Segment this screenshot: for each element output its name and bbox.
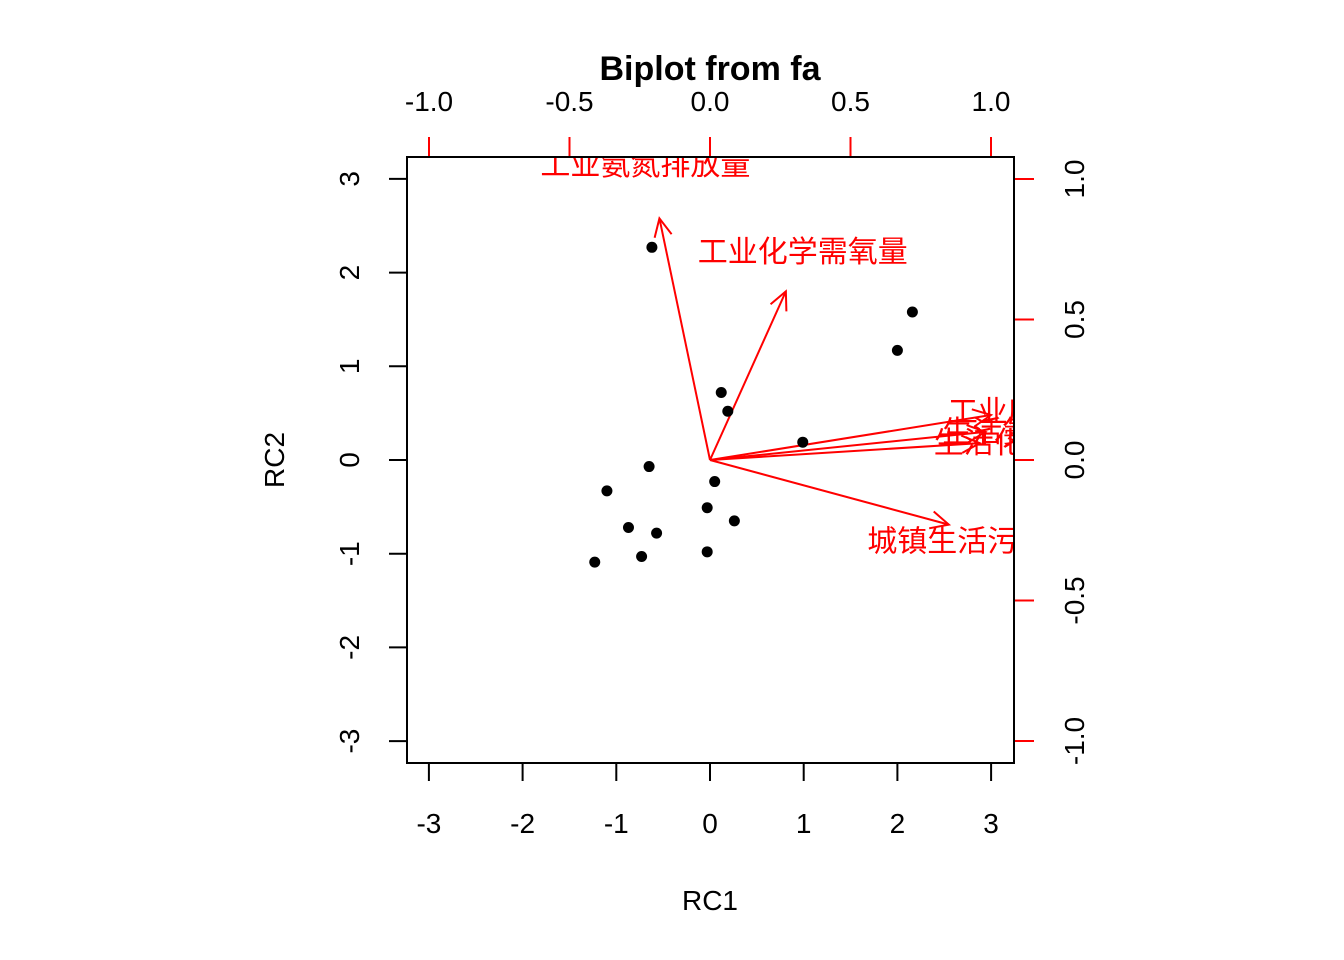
bottom-tick-label: 3	[983, 808, 999, 839]
score-point	[728, 515, 740, 527]
loading-arrow	[709, 414, 992, 461]
left-tick-label: -2	[334, 635, 365, 660]
loading-label: 城镇生活污水排放量	[867, 525, 1137, 558]
loading-arrow	[709, 459, 950, 526]
left-tick-label: -3	[334, 729, 365, 754]
loading-arrowhead	[653, 216, 673, 238]
left-tick-label: 1	[334, 359, 365, 375]
left-tick-label: 0	[334, 452, 365, 468]
bottom-tick-label: 0	[702, 808, 718, 839]
score-point	[643, 461, 655, 473]
score-point	[589, 556, 601, 568]
top-tick-label: -0.5	[545, 86, 593, 117]
left-tick-label: 2	[334, 265, 365, 281]
score-point	[906, 306, 918, 318]
loading-label: 工业废水排放量	[948, 396, 1158, 429]
right-tick-label: 1.0	[1059, 160, 1090, 199]
top-tick-label: -1.0	[405, 86, 453, 117]
score-points	[589, 241, 918, 568]
bottom-tick-label: 2	[890, 808, 906, 839]
top-tick-label: 1.0	[972, 86, 1011, 117]
left-tick-label: -1	[334, 541, 365, 566]
bottom-tick-label: -3	[416, 808, 441, 839]
loading-arrow	[709, 290, 787, 461]
score-point	[797, 436, 809, 448]
loading-arrowhead	[966, 424, 988, 444]
bottom-tick-label: -2	[510, 808, 535, 839]
loading-arrows: 工业氨氮排放量工业化学需氧量工业废水排放量生活氨氮排放量生活化学需氧量城镇生活污…	[540, 149, 1158, 558]
left-tick-label: 3	[334, 171, 365, 187]
loading-arrowhead	[929, 510, 952, 530]
right-tick-label: 0.0	[1059, 441, 1090, 480]
right-tick-label: -1.0	[1059, 717, 1090, 765]
axes-group: -3 -2 -1 0 1 2 3 -3 -2 -1 0 1 2 3 -1.0 -0.5 0.0 0.5 1.0 -1.…	[334, 86, 1090, 839]
score-point	[622, 521, 634, 533]
top-tick-label: 0.0	[691, 86, 730, 117]
top-tick-label: 0.5	[831, 86, 870, 117]
loading-label: 工业氨氮排放量	[540, 149, 750, 182]
score-point	[701, 546, 713, 558]
x-axis-label: RC1	[682, 885, 738, 916]
loading-label: 工业化学需氧量	[698, 236, 908, 269]
right-tick-label: -0.5	[1059, 576, 1090, 624]
loading-label: 生活化学需氧量	[934, 427, 1144, 460]
score-point	[601, 485, 613, 497]
bottom-tick-label: 1	[796, 808, 812, 839]
score-point	[636, 551, 648, 563]
plot-frame	[406, 156, 1015, 764]
score-point	[646, 241, 658, 253]
loading-arrow	[709, 430, 986, 461]
score-point	[651, 527, 663, 539]
score-point	[701, 502, 713, 514]
loading-arrowhead	[971, 408, 994, 428]
score-point	[891, 344, 903, 356]
loading-arrowhead	[769, 289, 788, 312]
loading-arrow	[658, 218, 711, 461]
loading-arrowhead	[960, 434, 983, 454]
bottom-tick-label: -1	[604, 808, 629, 839]
chart-title: Biplot from fa	[600, 50, 822, 88]
y-axis-label: RC2	[259, 432, 290, 488]
score-point	[722, 405, 734, 417]
loading-arrow	[709, 442, 980, 461]
right-tick-label: 0.5	[1059, 300, 1090, 339]
score-point	[715, 387, 727, 399]
score-point	[709, 476, 721, 488]
